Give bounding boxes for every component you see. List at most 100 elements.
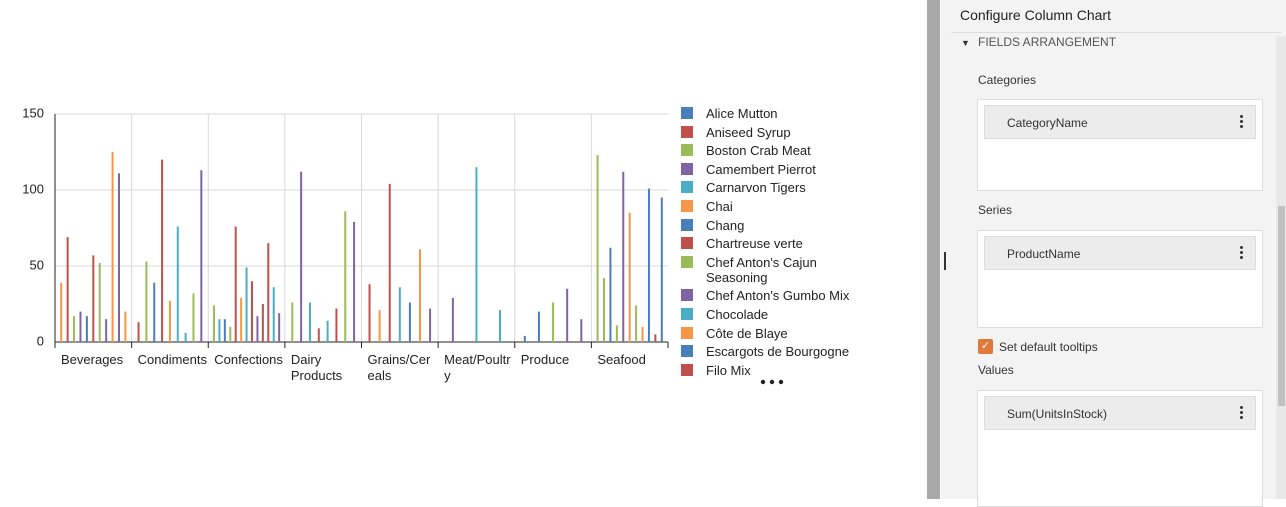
bar	[622, 171, 625, 342]
legend-item: Alice Mutton	[681, 106, 871, 121]
bar	[603, 278, 606, 342]
bar	[73, 316, 76, 342]
legend-item: Camembert Pierrot	[681, 162, 871, 177]
bar	[240, 297, 243, 342]
bar	[523, 335, 526, 342]
scrollbar[interactable]	[927, 0, 940, 499]
legend-item: Filo Mix	[681, 363, 871, 378]
collapse-icon[interactable]: ▼	[961, 38, 970, 48]
bar	[537, 311, 540, 342]
bar	[326, 320, 329, 342]
label: Categories	[978, 73, 1037, 87]
drop-zone[interactable]: Sum(UnitsInStock)	[977, 390, 1263, 507]
y-tick-label: 0	[37, 333, 44, 348]
legend-label: Côte de Blaye	[706, 325, 788, 341]
bar	[267, 243, 270, 342]
menu-icon[interactable]	[1240, 406, 1243, 421]
bar	[660, 197, 663, 342]
bar	[408, 302, 411, 342]
legend-label: Chef Anton's Cajun Seasoning	[706, 254, 817, 285]
dot	[760, 379, 766, 385]
legend-item: Chai	[681, 199, 871, 214]
splitter[interactable]	[944, 252, 946, 270]
legend-swatch	[681, 326, 693, 339]
section-title[interactable]: FIELDS ARRANGEMENT	[978, 35, 1117, 49]
bar	[272, 287, 275, 342]
checkbox[interactable]: ✓	[978, 339, 993, 354]
bar	[192, 293, 195, 342]
x-tick-label: Condiments	[137, 352, 207, 367]
legend-swatch	[681, 345, 693, 358]
legend-swatch	[681, 307, 693, 320]
legend-swatch	[681, 237, 693, 250]
drop-zone[interactable]: ProductName	[977, 230, 1263, 328]
legend-label: Chartreuse verte	[706, 236, 803, 252]
bar	[229, 326, 232, 342]
legend-item: Carnarvon Tigers	[681, 180, 871, 195]
bar	[92, 255, 95, 342]
bar	[368, 284, 371, 342]
legend-label: Camembert Pierrot	[706, 161, 816, 177]
bar	[218, 319, 221, 342]
bar	[628, 212, 631, 342]
legend-label: Boston Crab Meat	[706, 143, 811, 159]
legend-item: Chartreuse verte	[681, 236, 871, 251]
legend-item: Chocolade	[681, 307, 871, 322]
field-chip[interactable]: ProductName	[984, 236, 1256, 270]
bar	[300, 171, 303, 342]
drop-zone[interactable]: CategoryName	[977, 99, 1263, 191]
bar	[200, 170, 203, 342]
bar	[596, 155, 599, 342]
legend-label: Alice Mutton	[706, 106, 778, 121]
bar	[609, 247, 612, 342]
bar	[234, 226, 237, 342]
checkbox-label[interactable]: Set default tooltips	[999, 340, 1098, 354]
bar	[184, 332, 187, 342]
dot	[769, 379, 775, 385]
legend-label: Chef Anton's Gumbo Mix	[706, 288, 850, 304]
bar	[212, 305, 215, 342]
field-chip[interactable]: CategoryName	[984, 105, 1256, 139]
field-name: CategoryName	[1007, 116, 1088, 130]
bar	[145, 261, 148, 342]
bar	[168, 300, 171, 342]
legend-swatch	[681, 289, 693, 302]
legend-item: Aniseed Syrup	[681, 125, 871, 140]
panel-thumb[interactable]	[1278, 206, 1285, 406]
x-tick-label: Confections	[214, 352, 283, 367]
bar	[635, 305, 638, 342]
legend-swatch	[681, 144, 693, 157]
legend-item: Chef Anton's Gumbo Mix	[681, 288, 871, 303]
bar	[261, 304, 264, 342]
legend-label: Filo Mix	[706, 362, 751, 378]
legend-label: Chang	[706, 217, 745, 233]
legend-swatch	[681, 181, 693, 194]
field-chip[interactable]: Sum(UnitsInStock)	[984, 396, 1256, 430]
chart: 0 50 100 150	[22, 105, 784, 385]
x-tick-label: Seafood	[597, 352, 646, 367]
x-tick-label: Beverages	[61, 352, 124, 367]
y-tick-label: 150	[22, 105, 44, 120]
bar	[250, 281, 253, 342]
bar	[335, 308, 338, 342]
bar	[124, 311, 127, 342]
legend-item: Boston Crab Meat	[681, 143, 871, 158]
bar	[79, 311, 82, 342]
menu-icon[interactable]	[1240, 246, 1243, 261]
bar	[498, 310, 501, 342]
bar	[353, 221, 356, 342]
legend-swatch	[681, 162, 693, 175]
legend-label: Chai	[706, 198, 733, 214]
menu-icon[interactable]	[1240, 115, 1243, 130]
field-name: ProductName	[1007, 247, 1081, 261]
legend: Alice Mutton Aniseed Syrup Boston Crab Mea…	[681, 106, 871, 381]
bar	[418, 249, 421, 342]
bar	[388, 183, 391, 342]
more-indicator[interactable]	[760, 379, 784, 385]
panel-scroll[interactable]	[1276, 36, 1286, 499]
y-tick-label: 100	[22, 181, 44, 196]
x-tick-label: Meat/Poultry	[444, 352, 511, 383]
bar	[451, 297, 454, 342]
legend-label: Aniseed Syrup	[706, 124, 791, 140]
